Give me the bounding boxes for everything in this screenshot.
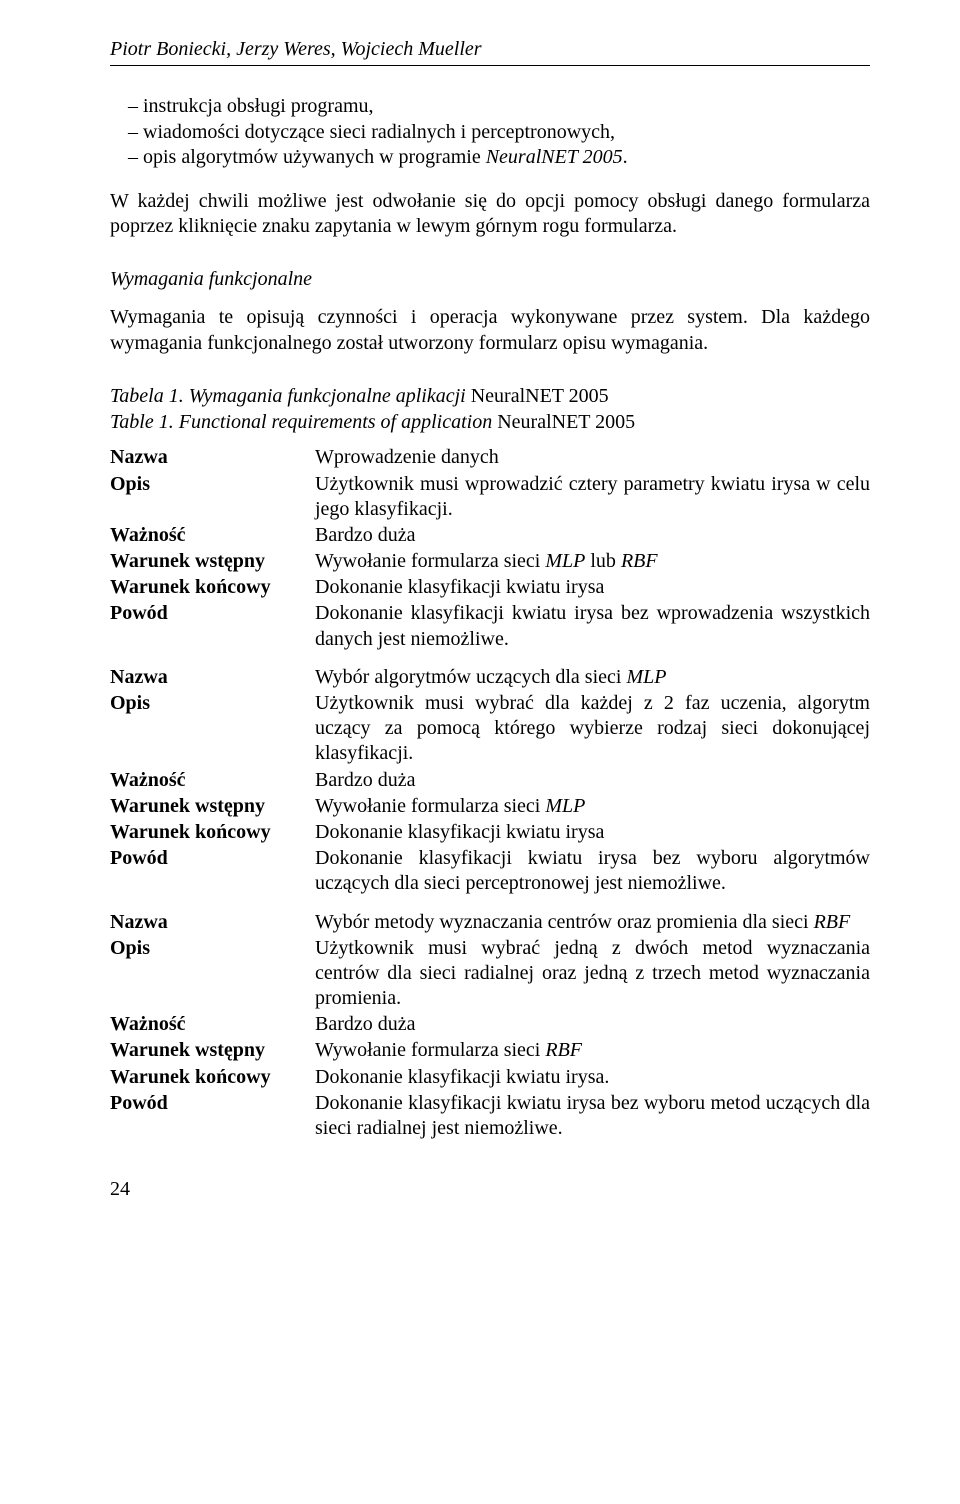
table-row: Opis Użytkownik musi wybrać dla każdej z… [110,691,870,768]
caption-label: Table 1. [110,411,174,433]
caption-text: Wymagania funkcjonalne aplikacji [184,385,471,407]
field-label-koncowy: Warunek końcowy [110,820,315,846]
field-value: Użytkownik musi wybrać jedną z dwóch met… [315,936,870,1013]
text-span: Wywołanie formularza sieci [315,1039,545,1061]
requirement-table-3: Nazwa Wybór metody wyznaczania centrów o… [110,910,870,1143]
table-row: Warunek wstępny Wywołanie formularza sie… [110,549,870,575]
field-label-koncowy: Warunek końcowy [110,1065,315,1091]
text-span: Wybór metody wyznaczania centrów oraz pr… [315,911,814,933]
table-row: Nazwa Wybór metody wyznaczania centrów o… [110,910,870,936]
field-label-opis: Opis [110,936,315,1013]
field-label-waznosc: Ważność [110,768,315,794]
field-value: Użytkownik musi wybrać dla każdej z 2 fa… [315,691,870,768]
caption-line-pl: Tabela 1. Wymagania funkcjonalne aplikac… [110,384,870,410]
field-label-nazwa: Nazwa [110,910,315,936]
field-value: Wywołanie formularza sieci MLP [315,794,870,820]
table-row: Warunek końcowy Dokonanie klasyfikacji k… [110,820,870,846]
text-span: Wywołanie formularza sieci [315,550,545,572]
table-row: Opis Użytkownik musi wybrać jedną z dwóc… [110,936,870,1013]
field-label-opis: Opis [110,472,315,523]
field-label-nazwa: Nazwa [110,445,315,471]
text-span: Wybór algorytmów uczących dla sieci [315,666,626,688]
table-row: Nazwa Wybór algorytmów uczących dla siec… [110,665,870,691]
ref-italic: MLP [545,550,585,572]
table-row: Nazwa Wprowadzenie danych [110,445,870,471]
caption-ref: NeuralNET 2005 [471,385,609,407]
ref-italic: MLP [626,666,666,688]
table-row: Ważność Bardzo duża [110,768,870,794]
intro-bullet-list: instrukcja obsługi programu, wiadomości … [110,94,870,171]
field-value: Dokonanie klasyfikacji kwiatu irysa bez … [315,601,870,652]
header-rule [110,65,870,66]
table-caption: Tabela 1. Wymagania funkcjonalne aplikac… [110,384,870,435]
field-value: Wybór metody wyznaczania centrów oraz pr… [315,910,870,936]
ref-italic: MLP [545,795,585,817]
field-value: Dokonanie klasyfikacji kwiatu irysa. [315,1065,870,1091]
caption-text: Functional requirements of application [174,411,497,433]
page: Piotr Boniecki, Jerzy Weres, Wojciech Mu… [0,0,960,1241]
page-number: 24 [110,1178,870,1201]
field-value: Bardzo duża [315,523,870,549]
field-value: Wybór algorytmów uczących dla sieci MLP [315,665,870,691]
table-row: Opis Użytkownik musi wprowadzić cztery p… [110,472,870,523]
requirement-table-2: Nazwa Wybór algorytmów uczących dla siec… [110,665,870,898]
field-label-powod: Powód [110,1091,315,1142]
field-value: Dokonanie klasyfikacji kwiatu irysa [315,820,870,846]
header-authors: Piotr Boniecki, Jerzy Weres, Wojciech Mu… [110,38,870,61]
list-item: instrukcja obsługi programu, [110,94,870,120]
field-value: Bardzo duża [315,768,870,794]
field-label-powod: Powód [110,601,315,652]
table-row: Ważność Bardzo duża [110,523,870,549]
body-paragraph: W każdej chwili możliwe jest odwołanie s… [110,189,870,240]
field-value: Wprowadzenie danych [315,445,870,471]
field-value: Bardzo duża [315,1012,870,1038]
field-value: Dokonanie klasyfikacji kwiatu irysa [315,575,870,601]
field-label-powod: Powód [110,846,315,897]
table-row: Powód Dokonanie klasyfikacji kwiatu irys… [110,601,870,652]
field-label-opis: Opis [110,691,315,768]
field-value: Dokonanie klasyfikacji kwiatu irysa bez … [315,846,870,897]
table-row: Powód Dokonanie klasyfikacji kwiatu irys… [110,1091,870,1142]
list-item: opis algorytmów używanych w programie Ne… [110,145,870,171]
table-row: Warunek końcowy Dokonanie klasyfikacji k… [110,1065,870,1091]
field-value: Wywołanie formularza sieci RBF [315,1038,870,1064]
section-paragraph: Wymagania te opisują czynności i operacj… [110,305,870,356]
table-row: Ważność Bardzo duża [110,1012,870,1038]
requirement-table-1: Nazwa Wprowadzenie danych Opis Użytkowni… [110,445,870,653]
field-label-wstepny: Warunek wstępny [110,794,315,820]
table-row: Warunek wstępny Wywołanie formularza sie… [110,794,870,820]
field-label-waznosc: Ważność [110,1012,315,1038]
caption-ref: NeuralNET 2005 [497,411,635,433]
section-heading: Wymagania funkcjonalne [110,268,870,291]
field-value: Wywołanie formularza sieci MLP lub RBF [315,549,870,575]
text-span: Wywołanie formularza sieci [315,795,545,817]
ref-italic: RBF [814,911,851,933]
table-row: Warunek końcowy Dokonanie klasyfikacji k… [110,575,870,601]
caption-label: Tabela 1. [110,385,184,407]
table-row: Powód Dokonanie klasyfikacji kwiatu irys… [110,846,870,897]
field-label-koncowy: Warunek końcowy [110,575,315,601]
field-value: Dokonanie klasyfikacji kwiatu irysa bez … [315,1091,870,1142]
field-label-wstepny: Warunek wstępny [110,1038,315,1064]
field-label-wstepny: Warunek wstępny [110,549,315,575]
field-label-nazwa: Nazwa [110,665,315,691]
caption-line-en: Table 1. Functional requirements of appl… [110,410,870,436]
list-item-text: opis algorytmów używanych w programie Ne… [143,146,628,168]
list-item: wiadomości dotyczące sieci radialnych i … [110,120,870,146]
table-row: Warunek wstępny Wywołanie formularza sie… [110,1038,870,1064]
ref-italic: RBF [545,1039,582,1061]
field-label-waznosc: Ważność [110,523,315,549]
field-value: Użytkownik musi wprowadzić cztery parame… [315,472,870,523]
text-span: lub [585,550,621,572]
ref-italic: RBF [621,550,658,572]
